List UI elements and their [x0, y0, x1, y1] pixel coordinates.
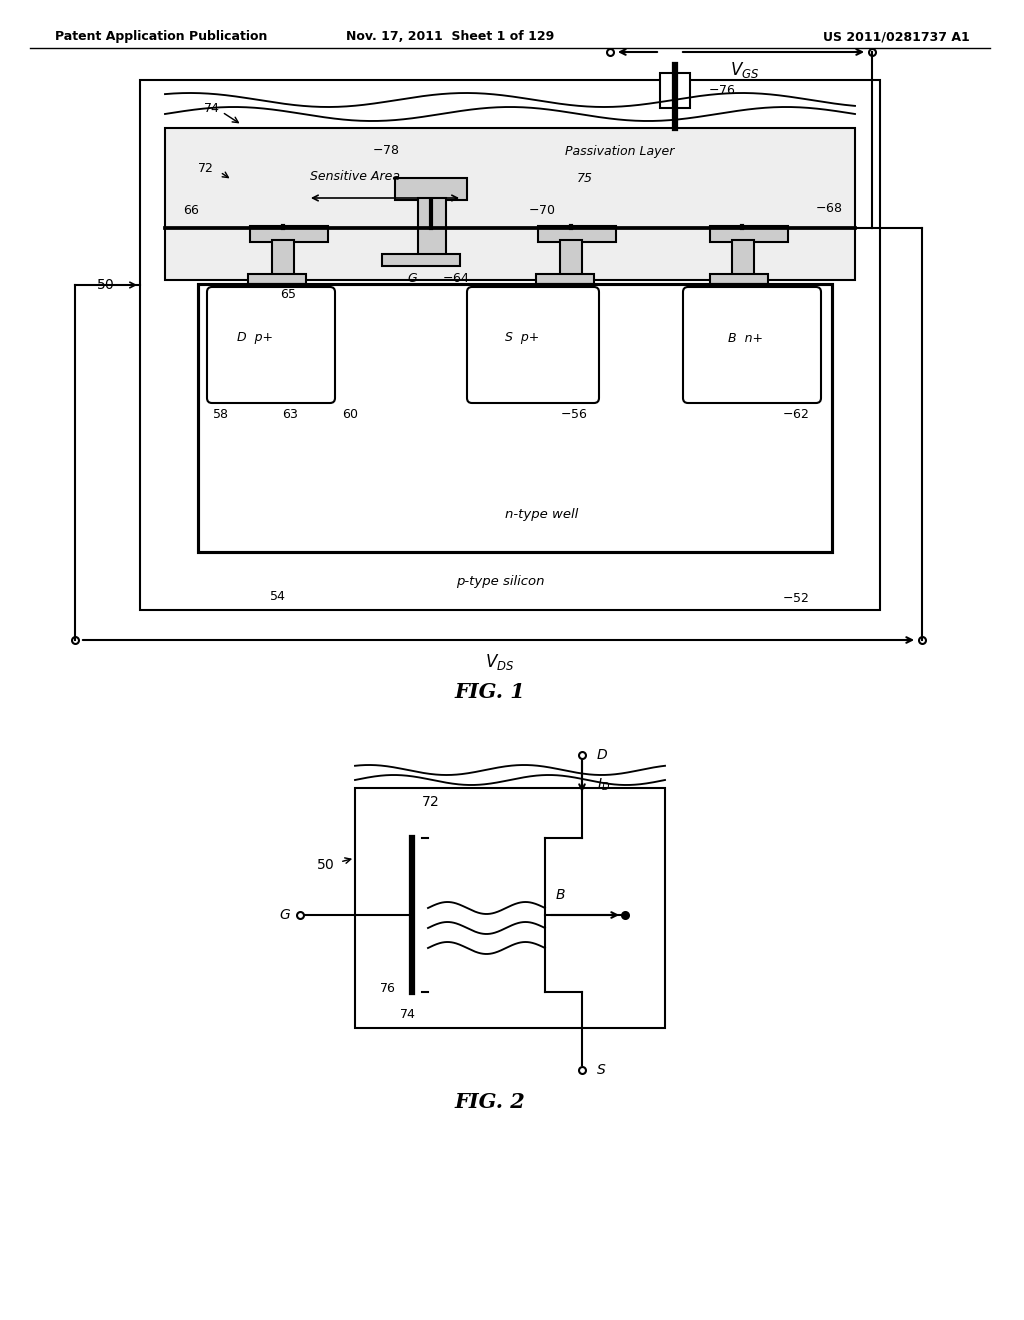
Text: $-52$: $-52$: [782, 591, 809, 605]
Text: $72$: $72$: [197, 161, 213, 174]
FancyBboxPatch shape: [207, 286, 335, 403]
Text: $-56$: $-56$: [560, 408, 588, 421]
Bar: [165, 128, 855, 280]
Bar: [248, 275, 306, 284]
Text: G: G: [280, 908, 291, 921]
Bar: [418, 198, 446, 257]
Text: Patent Application Publication: Patent Application Publication: [55, 30, 267, 44]
Bar: [382, 253, 460, 267]
Text: $74$: $74$: [399, 1008, 417, 1022]
Text: S  p+: S p+: [505, 331, 539, 345]
Bar: [538, 226, 616, 242]
FancyBboxPatch shape: [467, 286, 599, 403]
Bar: [395, 178, 467, 201]
Text: $76$: $76$: [380, 982, 396, 994]
Text: FIG. 1: FIG. 1: [455, 682, 525, 702]
Text: 75: 75: [577, 172, 593, 185]
Text: $58$: $58$: [212, 408, 229, 421]
Text: $I_D$: $I_D$: [597, 776, 610, 793]
Text: $-68$: $-68$: [815, 202, 843, 214]
Text: $-78$: $-78$: [372, 144, 399, 157]
Text: $50$: $50$: [95, 279, 115, 292]
Text: $65$: $65$: [280, 288, 296, 301]
Text: D: D: [597, 748, 607, 762]
Text: Sensitive Area: Sensitive Area: [310, 169, 400, 182]
Text: G: G: [408, 272, 417, 285]
Bar: [710, 275, 768, 284]
Bar: [710, 226, 788, 242]
Bar: [536, 275, 594, 284]
Text: $60$: $60$: [342, 408, 359, 421]
Bar: [660, 73, 690, 108]
Bar: [198, 284, 831, 552]
Text: $54$: $54$: [269, 590, 287, 602]
Bar: [250, 226, 328, 242]
Text: US 2011/0281737 A1: US 2011/0281737 A1: [823, 30, 970, 44]
Text: $-64$: $-64$: [442, 272, 470, 285]
Text: $74$: $74$: [204, 102, 220, 115]
Text: $63$: $63$: [282, 408, 299, 421]
Text: $72$: $72$: [421, 795, 439, 809]
Text: B: B: [555, 888, 565, 902]
Text: Passivation Layer: Passivation Layer: [565, 145, 675, 158]
Text: D  p+: D p+: [237, 331, 273, 345]
Text: p-type silicon: p-type silicon: [456, 576, 544, 589]
Text: S: S: [597, 1063, 606, 1077]
Bar: [272, 240, 294, 276]
Text: $V_{DS}$: $V_{DS}$: [485, 652, 515, 672]
Text: FIG. 2: FIG. 2: [455, 1092, 525, 1111]
Text: $50$: $50$: [315, 858, 334, 873]
Text: $V_{GS}$: $V_{GS}$: [730, 59, 760, 81]
Text: B  n+: B n+: [727, 331, 763, 345]
Bar: [560, 240, 582, 276]
Bar: [355, 788, 665, 1028]
FancyBboxPatch shape: [683, 286, 821, 403]
Text: $-62$: $-62$: [782, 408, 809, 421]
Text: $-70$: $-70$: [528, 203, 556, 216]
Text: n-type well: n-type well: [506, 508, 579, 521]
Text: $66$: $66$: [183, 203, 201, 216]
Bar: [732, 240, 754, 276]
Text: $-76$: $-76$: [708, 83, 735, 96]
Text: Nov. 17, 2011  Sheet 1 of 129: Nov. 17, 2011 Sheet 1 of 129: [346, 30, 554, 44]
Bar: [140, 81, 880, 610]
